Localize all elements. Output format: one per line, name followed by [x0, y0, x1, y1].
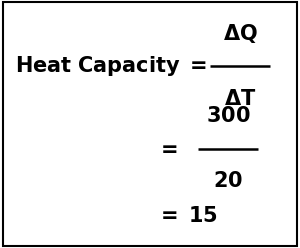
- Text: $\mathbf{Heat\ Capacity\ =}$: $\mathbf{Heat\ Capacity\ =}$: [15, 54, 207, 78]
- Text: $\mathbf{=}$: $\mathbf{=}$: [156, 139, 177, 158]
- Text: $\mathbf{20}$: $\mathbf{20}$: [213, 171, 243, 191]
- Text: $\mathbf{\Delta T}$: $\mathbf{\Delta T}$: [224, 89, 256, 109]
- Text: $\mathbf{=\ 15}$: $\mathbf{=\ 15}$: [156, 206, 218, 226]
- Text: $\mathbf{300}$: $\mathbf{300}$: [206, 106, 250, 126]
- Text: $\mathbf{\Delta Q}$: $\mathbf{\Delta Q}$: [223, 22, 257, 45]
